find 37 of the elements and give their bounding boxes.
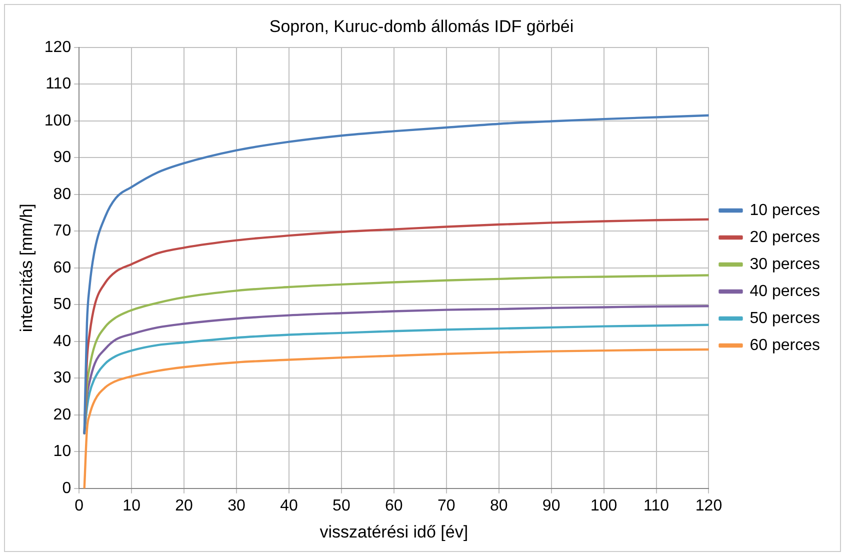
y-tick-label: 100 (44, 112, 72, 130)
legend-label: 30 perces (750, 256, 820, 273)
y-axis-title: intenzitás [mm/h] (16, 204, 36, 332)
x-tick-label: 110 (644, 497, 670, 514)
x-tick-label: 100 (590, 497, 618, 514)
y-tick-label: 20 (53, 406, 72, 424)
x-tick-label: 10 (122, 497, 141, 514)
x-tick-label: 60 (385, 497, 403, 514)
y-tick-label: 110 (46, 76, 72, 93)
y-tick-label: 90 (53, 149, 72, 166)
chart-title: Sopron, Kuruc-domb állomás IDF görbéi (269, 16, 574, 36)
y-tick-label: 10 (53, 443, 72, 460)
x-axis-title: visszatérési idő [év] (320, 522, 468, 542)
legend-label: 10 perces (750, 202, 820, 219)
line-series (83, 114, 709, 434)
x-tick-label: 120 (695, 497, 722, 514)
x-tick-label: 80 (490, 497, 508, 514)
y-tick-label: 30 (53, 370, 72, 387)
y-tick-label: 70 (53, 222, 72, 240)
y-tick-label: 40 (53, 332, 72, 350)
legend-label: 50 perces (750, 310, 820, 327)
x-tick-label: 70 (437, 497, 456, 514)
line-series (83, 348, 709, 488)
y-tick-label: 80 (53, 186, 72, 203)
x-tick-label: 20 (175, 497, 194, 514)
legend-label: 60 perces (750, 336, 820, 354)
x-tick-label: 40 (280, 497, 298, 514)
y-tick-label: 120 (44, 38, 72, 56)
y-tick-label: 0 (62, 480, 72, 497)
x-tick-label: 30 (228, 497, 246, 514)
x-tick-label: 0 (74, 497, 84, 514)
legend-label: 40 perces (750, 282, 820, 300)
y-tick-label: 60 (53, 259, 72, 276)
x-tick-label: 90 (542, 497, 560, 514)
legend-label: 20 perces (750, 228, 820, 246)
x-tick-label: 50 (332, 497, 350, 514)
y-tick-label: 50 (53, 296, 72, 314)
